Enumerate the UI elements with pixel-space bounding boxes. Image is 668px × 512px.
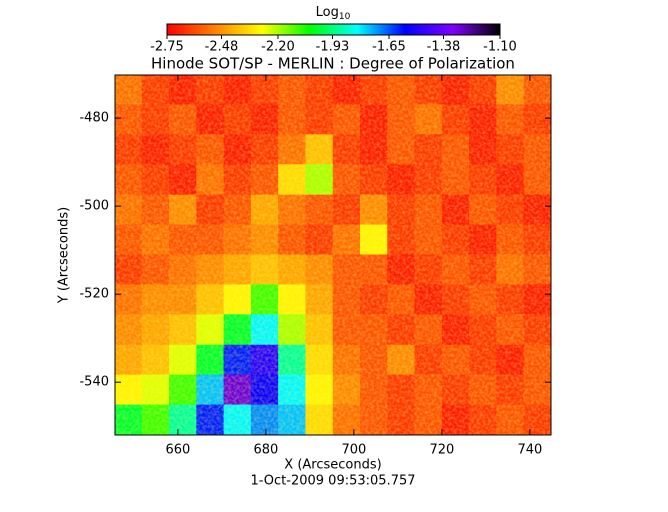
chart-title: Hinode SOT/SP - MERLIN : Degree of Polar… <box>151 55 515 73</box>
y-tick-label: -540 <box>79 375 109 390</box>
plot-frame <box>114 74 552 436</box>
colorbar-tick-label: -2.48 <box>205 40 239 55</box>
chart-subtitle: 1-Oct-2009 09:53:05.757 <box>250 474 415 489</box>
x-tick-label: 680 <box>253 443 278 458</box>
x-tick-label: 660 <box>166 443 191 458</box>
colorbar-tick-label: -2.75 <box>150 40 184 55</box>
y-tick-label: -520 <box>79 287 109 302</box>
y-tick-label: -500 <box>79 199 109 214</box>
colorbar-tick-label: -2.20 <box>261 40 295 55</box>
colorbar-tick-label: -1.10 <box>483 40 517 55</box>
x-axis-label: X (Arcseconds) <box>284 458 381 473</box>
colorbar-label: Log10 <box>316 5 351 22</box>
y-tick-label: -480 <box>79 111 109 126</box>
x-tick-label: 740 <box>517 443 542 458</box>
colorbar <box>166 23 501 36</box>
x-tick-label: 720 <box>429 443 454 458</box>
colorbar-tick-label: -1.38 <box>427 40 461 55</box>
x-tick-label: 700 <box>341 443 366 458</box>
texture-overlay <box>115 75 551 435</box>
colorbar-tick-label: -1.65 <box>372 40 406 55</box>
colorbar-tick-label: -1.93 <box>316 40 350 55</box>
y-axis-label: Y (Arcseconds) <box>57 207 72 304</box>
